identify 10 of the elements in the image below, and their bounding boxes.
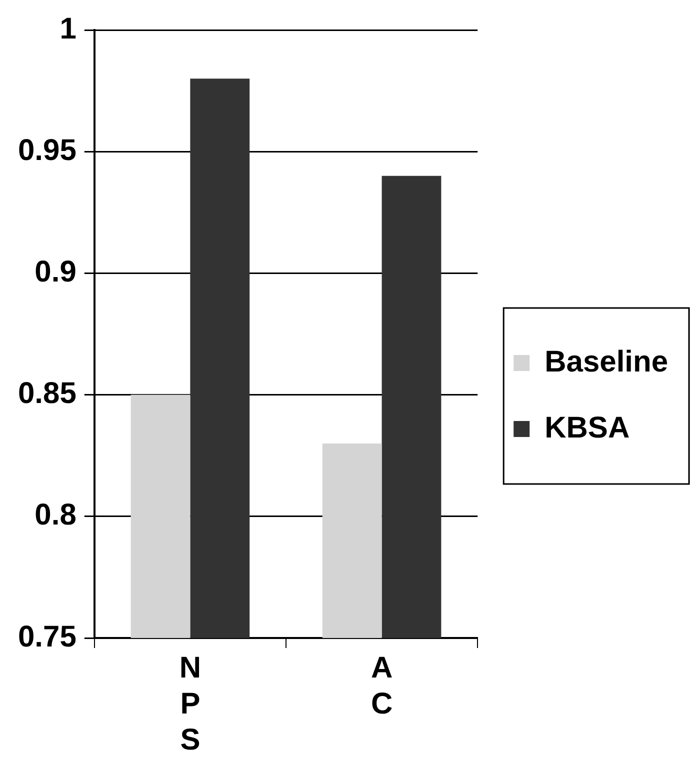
y-tick-label: 0.85 xyxy=(18,377,76,410)
x-tick-label: NPS xyxy=(179,651,202,756)
y-tick-label: 0.95 xyxy=(18,134,76,167)
y-tick-label: 0.9 xyxy=(34,255,76,288)
y-tick-label: 0.75 xyxy=(18,620,76,654)
x-tick-label: AC xyxy=(370,651,393,720)
legend-label: Baseline xyxy=(544,345,668,378)
y-tick-label: 1 xyxy=(60,12,76,46)
y-tick-label: 0.8 xyxy=(34,498,76,532)
legend-label: KBSA xyxy=(544,411,630,444)
